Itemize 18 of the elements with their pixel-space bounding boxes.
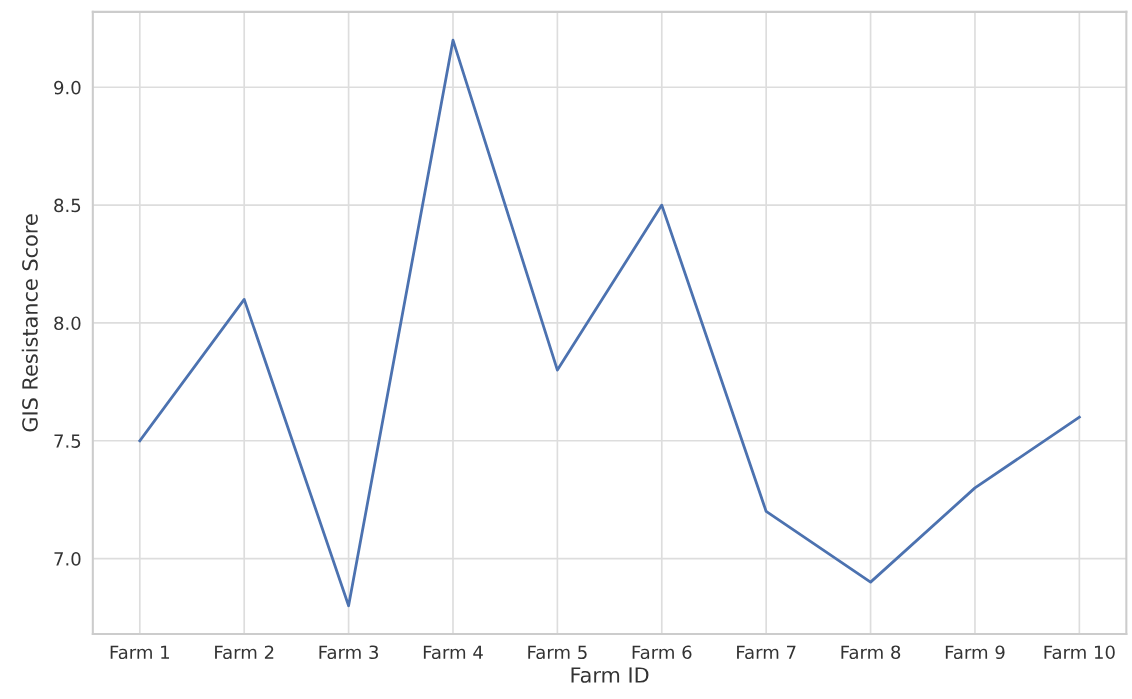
y-tick-label: 8.0: [54, 316, 81, 331]
x-tick-label: Farm 7: [737, 645, 796, 660]
x-tick-label: Farm 9: [945, 645, 1005, 660]
line-series: [138, 38, 1081, 608]
x-tick-label: Farm 3: [319, 645, 379, 660]
x-tick-label: Farm 10: [1044, 645, 1115, 660]
x-tick-label: Farm 2: [215, 645, 274, 660]
x-tick-label: Farm 4: [423, 645, 483, 660]
x-tick-label: Farm 6: [632, 645, 692, 660]
y-tick-label: 7.0: [54, 552, 81, 566]
x-tick-label: Farm 8: [841, 645, 901, 660]
y-tick-label: 8.5: [54, 198, 81, 213]
y-tick-label: 9.0: [54, 80, 81, 95]
x-axis-title: Farm ID: [571, 667, 649, 683]
y-axis-title: GIS Resistance Score: [21, 214, 38, 432]
y-tick-label: 7.5: [54, 434, 81, 448]
x-tick-label: Farm 1: [110, 645, 169, 660]
x-tick-label: Farm 5: [528, 645, 587, 660]
